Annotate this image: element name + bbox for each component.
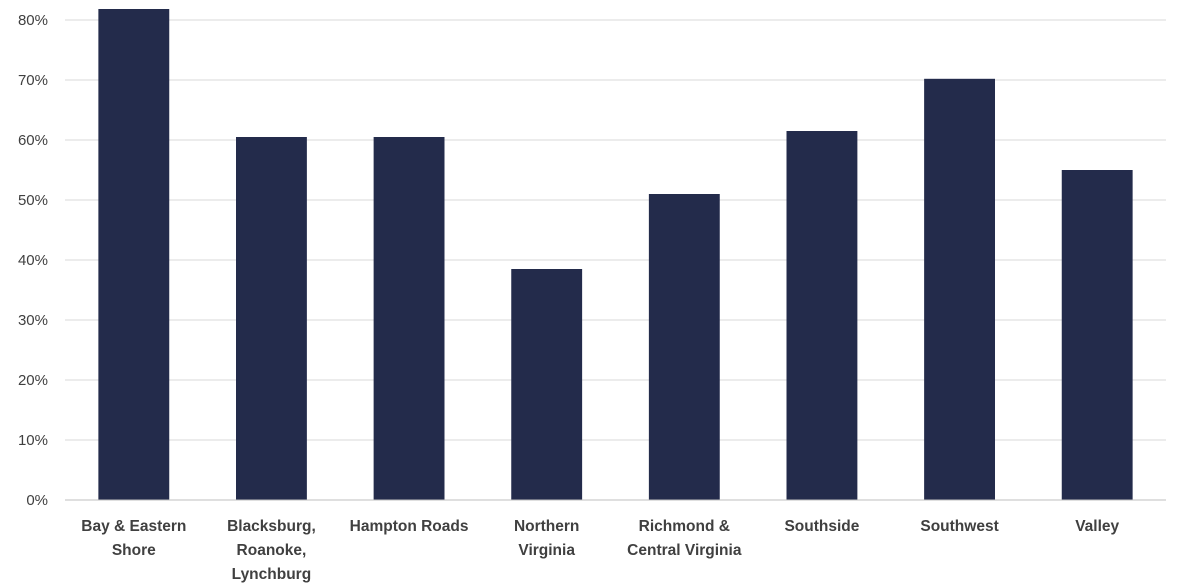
y-tick-label: 20% xyxy=(18,372,48,389)
y-tick-label: 30% xyxy=(18,312,48,329)
x-tick-label: Blacksburg, Roanoke, Lynchburg xyxy=(227,518,316,583)
gridlines xyxy=(65,19,1166,441)
y-tick-label: 0% xyxy=(26,492,48,509)
x-tick-label: Valley xyxy=(1075,518,1119,535)
bar xyxy=(511,269,583,500)
y-tick-label: 10% xyxy=(18,432,48,449)
bar xyxy=(1061,170,1133,500)
x-tick-label: Bay & Eastern Shore xyxy=(81,518,186,559)
x-tick-label: Hampton Roads xyxy=(350,518,469,535)
x-tick-label: Richmond & Central Virginia xyxy=(627,518,742,559)
x-axis-labels: Bay & Eastern Shore Blacksburg, Roanoke, Lyn… xyxy=(81,518,1119,583)
y-tick-label: 50% xyxy=(18,192,48,209)
y-tick-label: 80% xyxy=(18,12,48,29)
x-tick-label: Northern Virginia xyxy=(514,518,579,559)
bars xyxy=(98,9,1133,501)
bar xyxy=(924,78,996,501)
x-tick-label: Southside xyxy=(784,518,859,535)
y-tick-label: 60% xyxy=(18,132,48,149)
y-tick-label: 40% xyxy=(18,252,48,269)
bar xyxy=(648,194,720,500)
bar xyxy=(786,131,858,500)
y-axis-ticks: 0% 10% 20% 30% 40% 50% 60% 70% 80% xyxy=(18,12,48,509)
bar xyxy=(235,137,307,500)
bar xyxy=(98,9,170,500)
x-tick-label: Southwest xyxy=(920,518,998,535)
bar xyxy=(373,137,445,500)
y-tick-label: 70% xyxy=(18,72,48,89)
